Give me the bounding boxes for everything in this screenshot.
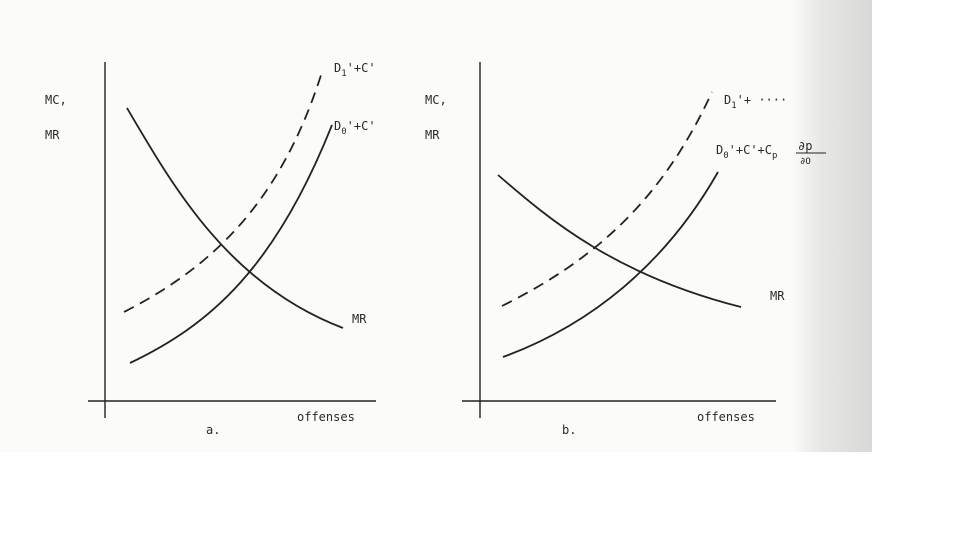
panel-b-mr-label: MR (770, 289, 785, 303)
panel-b-y-label-line2: MR (425, 128, 440, 142)
panel-a-x-label: offenses (297, 410, 355, 424)
panel-a-y-label-line1: MC, (45, 93, 67, 107)
panel-b-y-label-line1: MC, (425, 93, 447, 107)
panel-a-caption: a. (206, 423, 220, 437)
panel-b-d1-label: D1'+ ···· (724, 93, 787, 111)
panel-b: MC, MR D1'+ ···· D0'+C'+Cp ∂p ∂O MR offe… (425, 62, 826, 437)
panel-a-mr-curve (126, 107, 344, 329)
panel-a-y-label-line2: MR (45, 128, 60, 142)
panel-a-d1-curve (123, 71, 323, 313)
panel-b-mr-curve (497, 174, 742, 308)
panel-b-fraction-numerator: ∂p (798, 139, 812, 153)
economics-figure: MC, MR D1'+C' D0'+C' MR offenses a. MC, … (45, 61, 826, 437)
panel-b-d0-curve (502, 171, 719, 358)
panel-a: MC, MR D1'+C' D0'+C' MR offenses a. (45, 61, 376, 437)
panel-b-d1-curve (501, 91, 713, 307)
panel-a-d1-label: D1'+C' (334, 61, 376, 79)
panel-b-d0-label: D0'+C'+Cp (716, 143, 777, 161)
panel-a-d0-label: D0'+C' (334, 119, 376, 137)
page-edge-shadow (790, 0, 872, 452)
panel-a-mr-label: MR (352, 312, 367, 326)
panel-b-x-label: offenses (697, 410, 755, 424)
scanned-page (0, 0, 872, 452)
panel-b-fraction-denominator: ∂O (800, 157, 811, 167)
panel-a-d0-curve (129, 124, 333, 364)
panel-b-caption: b. (562, 423, 576, 437)
